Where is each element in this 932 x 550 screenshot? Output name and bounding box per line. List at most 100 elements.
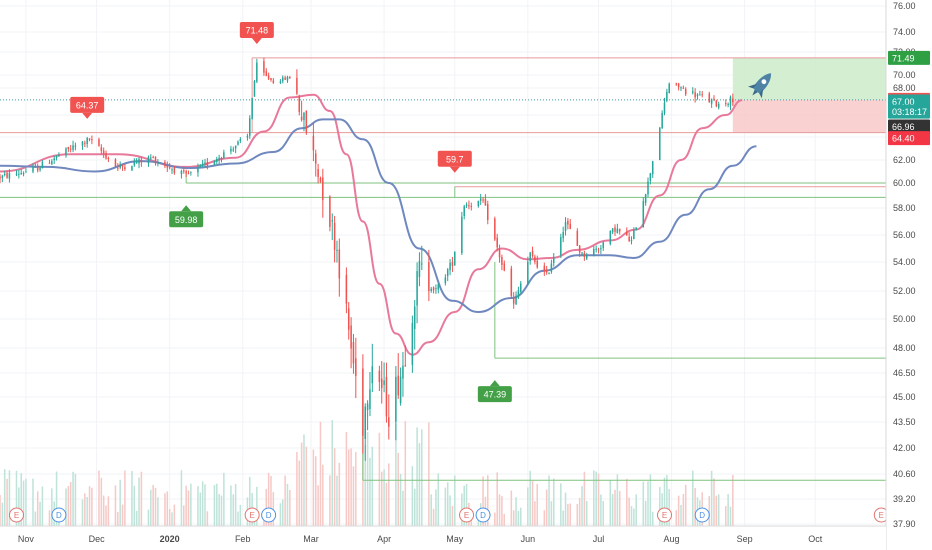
candle-body bbox=[150, 157, 152, 159]
candle-body bbox=[347, 308, 350, 330]
volume-bar bbox=[183, 505, 185, 526]
candle-body bbox=[168, 167, 171, 169]
volume-bar bbox=[114, 485, 117, 526]
dividend-badge[interactable]: D bbox=[51, 507, 67, 523]
volume-bar bbox=[91, 487, 93, 526]
earnings-badge[interactable]: E bbox=[873, 507, 889, 523]
candle-body bbox=[569, 223, 572, 230]
volume-bar bbox=[444, 487, 447, 526]
earnings-badge[interactable]: E bbox=[657, 507, 672, 523]
candle-body bbox=[204, 162, 206, 165]
candle-body bbox=[251, 97, 253, 119]
volume-bar bbox=[197, 486, 199, 526]
grid bbox=[0, 0, 886, 526]
volume-bar bbox=[319, 421, 322, 526]
volume-bar bbox=[173, 504, 176, 526]
volume-bar bbox=[279, 503, 282, 526]
axis-tag-label: 64.40 bbox=[892, 134, 915, 144]
volume-bar bbox=[336, 475, 338, 526]
candle-body bbox=[117, 167, 119, 169]
candle-body bbox=[15, 173, 18, 175]
candle-body bbox=[680, 87, 682, 89]
horizontal-levels bbox=[0, 57, 886, 481]
candle-body bbox=[102, 150, 105, 154]
candle-body bbox=[560, 237, 562, 256]
candle-body bbox=[461, 216, 463, 254]
candle-body bbox=[338, 249, 341, 279]
axis-tag-box bbox=[888, 119, 930, 134]
earnings-badge[interactable]: E bbox=[459, 507, 475, 523]
candle-body bbox=[399, 376, 402, 404]
candle-body bbox=[397, 375, 399, 396]
volume-bar bbox=[437, 473, 440, 526]
dividend-badge[interactable]: D bbox=[694, 507, 710, 523]
volume-bar bbox=[329, 475, 331, 526]
x-axis[interactable] bbox=[0, 525, 886, 550]
candle-body bbox=[317, 169, 319, 178]
volume-bar bbox=[418, 443, 421, 526]
candle-body bbox=[237, 141, 239, 145]
candle-body bbox=[725, 103, 727, 105]
volume-bar bbox=[150, 489, 152, 526]
candle-body bbox=[380, 378, 383, 388]
candle-body bbox=[0, 176, 1, 179]
volume-bar bbox=[432, 508, 435, 526]
candle-body bbox=[84, 142, 86, 144]
volume-bar bbox=[644, 500, 647, 526]
candle-body bbox=[710, 99, 713, 104]
volume-bar bbox=[347, 449, 350, 526]
axis-tag-box bbox=[888, 131, 930, 146]
event-badge-letter: D bbox=[56, 511, 62, 520]
volume-bar bbox=[404, 421, 407, 526]
axis-tag-label: 71.49 bbox=[892, 53, 915, 63]
price-marker: 59.98 bbox=[169, 205, 204, 228]
candle-body bbox=[166, 165, 169, 168]
candle-body bbox=[34, 166, 37, 168]
volume-bar bbox=[74, 473, 77, 526]
volume-bar bbox=[187, 490, 190, 526]
volume-bar bbox=[338, 462, 341, 526]
dividend-badge[interactable]: D bbox=[475, 507, 491, 523]
y-tick-label: 68.00 bbox=[893, 83, 916, 93]
volume-bar bbox=[614, 489, 616, 526]
candle-body bbox=[296, 77, 298, 94]
y-axis[interactable] bbox=[885, 0, 932, 550]
volume-bar bbox=[543, 510, 546, 526]
volume-bar bbox=[630, 506, 633, 526]
x-axis-ticks: Nov Dec 2020 Feb Mar Apr May Jun Jul Aug Sep Oct bbox=[18, 534, 823, 544]
candle-body bbox=[58, 155, 60, 157]
candle-body bbox=[465, 204, 468, 206]
volume-bar bbox=[482, 476, 484, 526]
candle-body bbox=[651, 161, 654, 175]
volume-bar bbox=[81, 499, 84, 526]
volume-bar bbox=[300, 442, 303, 526]
candle-body bbox=[585, 255, 588, 259]
earnings-badge[interactable]: E bbox=[244, 507, 260, 523]
earnings-badge[interactable]: E bbox=[8, 507, 24, 523]
candle-body bbox=[55, 155, 58, 158]
volume-bar bbox=[581, 486, 583, 526]
candle-body bbox=[578, 245, 581, 253]
volume-bar bbox=[51, 488, 53, 526]
candle-body bbox=[562, 231, 564, 239]
volume-bar bbox=[519, 507, 522, 526]
volume-bar bbox=[593, 470, 595, 526]
y-tick-label: 46.50 bbox=[893, 368, 916, 378]
candle-body bbox=[133, 161, 136, 166]
candle-body bbox=[72, 145, 74, 150]
candle-body bbox=[512, 297, 515, 304]
candle-body bbox=[517, 290, 520, 297]
volume-bar bbox=[725, 506, 727, 526]
volume-bar bbox=[284, 475, 286, 526]
candle-body bbox=[6, 173, 8, 178]
y-tick-label: 37.90 bbox=[893, 519, 916, 529]
candle-body bbox=[699, 94, 701, 96]
volume-bar bbox=[69, 482, 72, 526]
candle-body bbox=[609, 230, 612, 244]
dividend-badge[interactable]: D bbox=[261, 507, 277, 523]
candle-body bbox=[501, 256, 503, 265]
candle-body bbox=[8, 173, 11, 179]
